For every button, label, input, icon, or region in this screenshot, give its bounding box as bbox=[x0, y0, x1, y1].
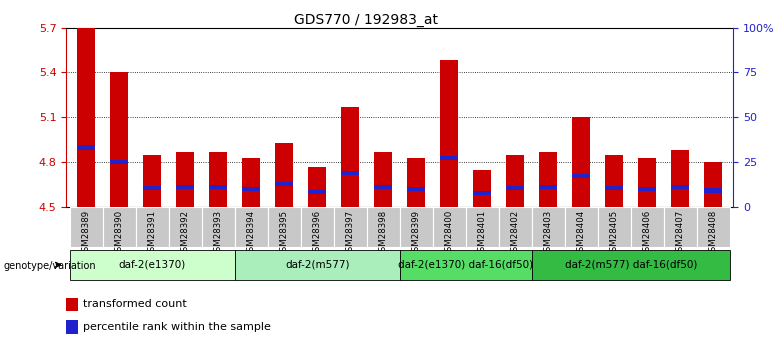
Bar bbox=[69, 250, 235, 279]
Text: GSM28395: GSM28395 bbox=[280, 210, 289, 257]
Bar bbox=[440, 156, 459, 160]
Bar bbox=[334, 207, 367, 247]
Bar bbox=[168, 207, 202, 247]
Text: GSM28402: GSM28402 bbox=[511, 210, 519, 257]
Bar bbox=[176, 152, 194, 207]
Text: percentile rank within the sample: percentile rank within the sample bbox=[83, 322, 271, 332]
Bar bbox=[367, 207, 399, 247]
Bar bbox=[407, 187, 425, 191]
Text: GSM28405: GSM28405 bbox=[610, 210, 619, 257]
Bar bbox=[110, 72, 128, 207]
Bar bbox=[506, 186, 524, 190]
Bar bbox=[638, 158, 657, 207]
Text: GSM28398: GSM28398 bbox=[379, 210, 388, 257]
Bar bbox=[704, 162, 722, 207]
Bar bbox=[374, 152, 392, 207]
Bar bbox=[275, 143, 293, 207]
Text: daf-2(m577): daf-2(m577) bbox=[285, 260, 349, 270]
Bar bbox=[374, 185, 392, 189]
Bar bbox=[235, 207, 268, 247]
Text: GSM28397: GSM28397 bbox=[346, 210, 355, 257]
Bar bbox=[672, 150, 690, 207]
Bar bbox=[136, 207, 168, 247]
Bar bbox=[506, 155, 524, 207]
Bar bbox=[242, 158, 261, 207]
Text: GSM28396: GSM28396 bbox=[313, 210, 321, 257]
Text: GSM28392: GSM28392 bbox=[181, 210, 190, 257]
Bar bbox=[697, 207, 730, 247]
Bar bbox=[301, 207, 334, 247]
Text: daf-2(m577) daf-16(df50): daf-2(m577) daf-16(df50) bbox=[565, 260, 697, 270]
Bar bbox=[110, 160, 128, 164]
Bar bbox=[597, 207, 631, 247]
Bar bbox=[672, 185, 690, 189]
Bar bbox=[77, 28, 95, 207]
Text: transformed count: transformed count bbox=[83, 299, 186, 309]
Bar bbox=[268, 207, 301, 247]
Bar bbox=[605, 186, 623, 190]
Text: GSM28403: GSM28403 bbox=[544, 210, 553, 257]
Text: GSM28401: GSM28401 bbox=[478, 210, 487, 257]
Bar bbox=[573, 117, 590, 207]
Bar bbox=[466, 207, 498, 247]
Bar bbox=[565, 207, 597, 247]
Bar bbox=[399, 207, 433, 247]
Bar bbox=[275, 182, 293, 186]
Text: GSM28408: GSM28408 bbox=[709, 210, 718, 257]
Bar bbox=[532, 207, 565, 247]
Bar bbox=[664, 207, 697, 247]
Text: GSM28404: GSM28404 bbox=[577, 210, 586, 257]
Bar bbox=[341, 171, 360, 175]
Bar bbox=[433, 207, 466, 247]
Text: daf-2(e1370): daf-2(e1370) bbox=[119, 260, 186, 270]
Text: GSM28407: GSM28407 bbox=[676, 210, 685, 257]
Bar bbox=[399, 250, 532, 279]
Text: daf-2(e1370) daf-16(df50): daf-2(e1370) daf-16(df50) bbox=[399, 260, 534, 270]
Bar bbox=[242, 187, 261, 191]
Bar bbox=[209, 152, 227, 207]
Bar bbox=[638, 187, 657, 191]
Text: GSM28394: GSM28394 bbox=[246, 210, 256, 257]
Bar bbox=[77, 145, 95, 150]
Bar bbox=[407, 158, 425, 207]
Bar bbox=[341, 107, 360, 207]
Bar bbox=[605, 155, 623, 207]
Bar bbox=[69, 207, 103, 247]
Text: GSM28399: GSM28399 bbox=[412, 210, 420, 257]
Bar bbox=[532, 250, 730, 279]
Text: GSM28406: GSM28406 bbox=[643, 210, 652, 257]
Bar bbox=[539, 152, 558, 207]
Bar bbox=[66, 298, 78, 311]
Text: GSM28390: GSM28390 bbox=[115, 210, 123, 257]
Bar bbox=[202, 207, 235, 247]
Text: GSM28400: GSM28400 bbox=[445, 210, 454, 257]
Bar bbox=[143, 186, 161, 190]
Bar bbox=[176, 185, 194, 189]
Bar bbox=[498, 207, 532, 247]
Bar bbox=[539, 185, 558, 189]
Text: genotype/variation: genotype/variation bbox=[4, 262, 97, 271]
Bar bbox=[235, 250, 399, 279]
Bar bbox=[209, 185, 227, 189]
Text: GSM28393: GSM28393 bbox=[214, 210, 222, 257]
Bar bbox=[308, 190, 326, 194]
Text: GSM28391: GSM28391 bbox=[147, 210, 157, 257]
Bar bbox=[103, 207, 136, 247]
Bar bbox=[143, 155, 161, 207]
Bar bbox=[308, 167, 326, 207]
Bar bbox=[473, 191, 491, 195]
Bar bbox=[704, 188, 722, 193]
Bar bbox=[66, 320, 78, 334]
Bar bbox=[631, 207, 664, 247]
Title: GDS770 / 192983_at: GDS770 / 192983_at bbox=[294, 12, 438, 27]
Text: GSM28389: GSM28389 bbox=[82, 210, 90, 257]
Bar bbox=[573, 174, 590, 178]
Bar bbox=[473, 170, 491, 207]
Bar bbox=[440, 60, 459, 207]
